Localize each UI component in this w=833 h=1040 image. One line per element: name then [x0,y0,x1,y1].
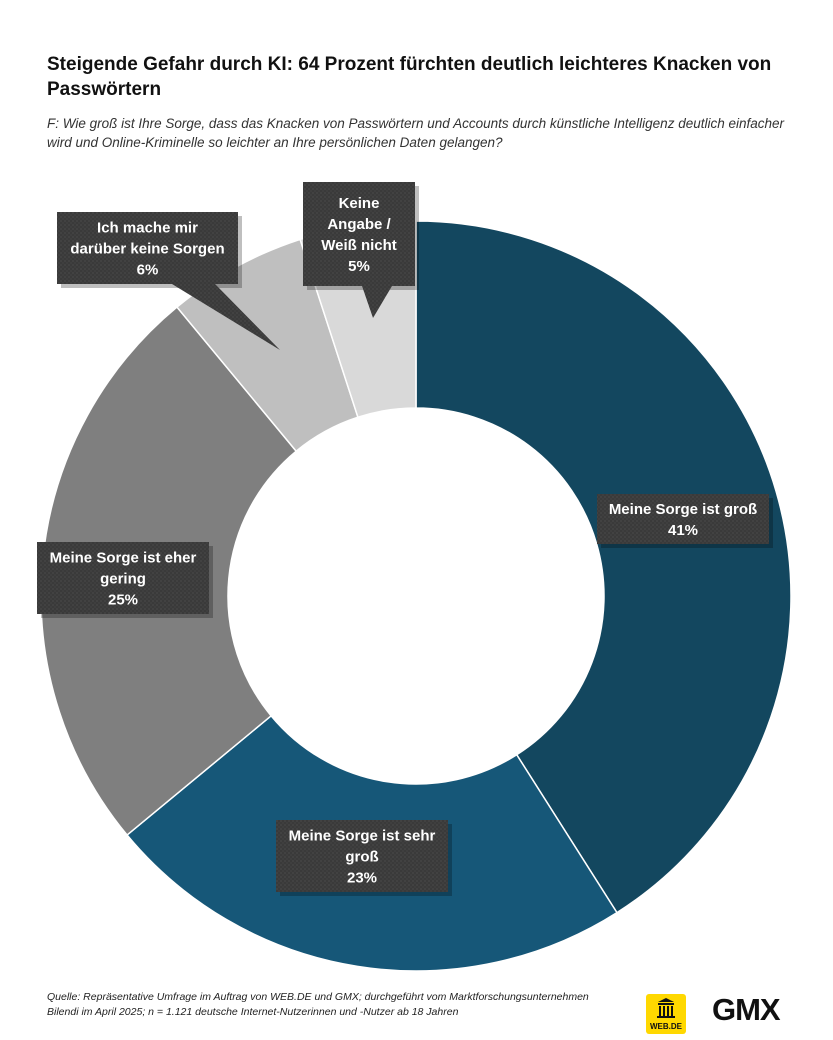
data-label-text: Meine Sorge ist sehr [289,828,436,845]
survey-question: F: Wie groß ist Ihre Sorge, dass das Kna… [47,116,785,150]
data-label-value: 23% [347,870,377,887]
data-label-text: Meine Sorge ist eher [50,550,197,567]
label-meine-sorge-ist-gross: Meine Sorge ist groß 41% [597,494,773,548]
data-label-text: groß [345,849,378,866]
webde-logo: WEB.DE [646,994,686,1034]
label-meine-sorge-ist-eher-gering: Meine Sorge ist eher gering 25% [37,542,213,618]
building-icon [657,998,675,1018]
data-label-text: Ich mache mir [97,220,198,237]
data-label-text: Meine Sorge ist groß [609,501,757,518]
data-label-text: gering [100,571,146,588]
data-label-text: Keine [339,195,380,212]
source-note: Quelle: Repräsentative Umfrage im Auftra… [47,991,589,1018]
data-label-text: Angabe / [327,216,391,233]
callout-pointer [172,284,280,350]
label-keine-angabe-weiss-nicht: Keine Angabe / Weiß nicht 5% [303,182,419,318]
webde-logo-text: WEB.DE [650,1022,682,1031]
page-title: Steigende Gefahr durch KI: 64 Prozent fü… [47,54,772,100]
gmx-logo: GMX [712,992,781,1027]
label-meine-sorge-ist-sehr-gross: Meine Sorge ist sehr groß 23% [276,820,452,896]
slice-meine-sorge-ist-gross [415,220,792,914]
callout-pointer [362,286,392,318]
data-label-text: darüber keine Sorgen [70,241,224,258]
data-label-text: Weiß nicht [321,237,397,254]
data-label-value: 41% [668,522,698,539]
label-ich-mache-mir-darueber-keine-sorgen: Ich mache mir darüber keine Sorgen 6% [57,212,280,350]
data-label-value: 25% [108,592,138,609]
data-label-value: 5% [348,258,370,275]
data-label-value: 6% [137,262,159,279]
